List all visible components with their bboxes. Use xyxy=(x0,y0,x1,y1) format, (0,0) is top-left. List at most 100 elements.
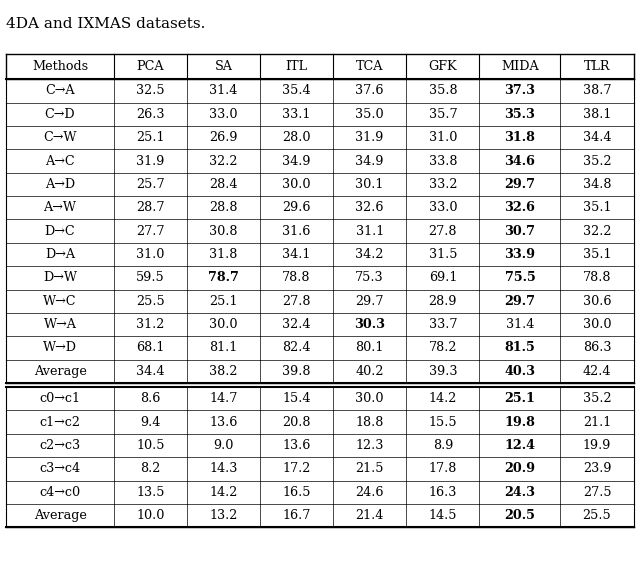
Text: 28.4: 28.4 xyxy=(209,178,237,191)
Text: 33.7: 33.7 xyxy=(429,318,457,331)
Text: 40.2: 40.2 xyxy=(355,365,384,378)
Text: 68.1: 68.1 xyxy=(136,341,164,355)
Text: TCA: TCA xyxy=(356,60,383,73)
Text: 12.4: 12.4 xyxy=(504,439,536,452)
Text: 35.8: 35.8 xyxy=(429,84,457,97)
Text: 17.8: 17.8 xyxy=(429,462,457,475)
Text: 31.0: 31.0 xyxy=(136,248,164,261)
Text: 20.9: 20.9 xyxy=(504,462,536,475)
Text: 27.8: 27.8 xyxy=(429,225,457,238)
Text: 25.1: 25.1 xyxy=(136,131,164,144)
Text: 9.0: 9.0 xyxy=(213,439,234,452)
Text: 24.6: 24.6 xyxy=(355,486,384,499)
Text: 18.8: 18.8 xyxy=(355,416,384,429)
Text: 38.2: 38.2 xyxy=(209,365,237,378)
Text: 31.0: 31.0 xyxy=(429,131,457,144)
Text: 30.3: 30.3 xyxy=(354,318,385,331)
Text: W→D: W→D xyxy=(43,341,77,355)
Text: A→C: A→C xyxy=(45,154,75,168)
Text: 39.3: 39.3 xyxy=(429,365,457,378)
Text: 33.0: 33.0 xyxy=(429,201,457,214)
Text: 31.5: 31.5 xyxy=(429,248,457,261)
Text: 14.2: 14.2 xyxy=(429,392,457,405)
Text: 31.6: 31.6 xyxy=(282,225,311,238)
Text: 28.0: 28.0 xyxy=(282,131,311,144)
Text: SA: SA xyxy=(214,60,232,73)
Text: 20.5: 20.5 xyxy=(504,509,536,522)
Text: c2→c3: c2→c3 xyxy=(40,439,81,452)
Text: D→C: D→C xyxy=(45,225,76,238)
Text: 16.3: 16.3 xyxy=(429,486,457,499)
Text: 82.4: 82.4 xyxy=(282,341,311,355)
Text: 15.4: 15.4 xyxy=(282,392,311,405)
Text: 13.5: 13.5 xyxy=(136,486,164,499)
Text: 13.2: 13.2 xyxy=(209,509,237,522)
Text: 35.0: 35.0 xyxy=(355,108,384,121)
Text: 35.2: 35.2 xyxy=(583,154,611,168)
Text: 78.8: 78.8 xyxy=(583,271,611,284)
Text: 16.5: 16.5 xyxy=(282,486,311,499)
Text: 34.2: 34.2 xyxy=(355,248,384,261)
Text: C→A: C→A xyxy=(45,84,75,97)
Text: 14.7: 14.7 xyxy=(209,392,237,405)
Text: c1→c2: c1→c2 xyxy=(40,416,81,429)
Text: W→C: W→C xyxy=(44,295,77,308)
Text: 31.1: 31.1 xyxy=(356,225,384,238)
Text: 27.8: 27.8 xyxy=(282,295,311,308)
Text: 75.5: 75.5 xyxy=(504,271,535,284)
Text: 14.2: 14.2 xyxy=(209,486,237,499)
Text: 37.6: 37.6 xyxy=(355,84,384,97)
Text: 75.3: 75.3 xyxy=(355,271,384,284)
Text: 4DA and IXMAS datasets.: 4DA and IXMAS datasets. xyxy=(6,17,206,31)
Text: 14.3: 14.3 xyxy=(209,462,237,475)
Text: 19.8: 19.8 xyxy=(504,416,536,429)
Text: 35.7: 35.7 xyxy=(429,108,457,121)
Text: 30.1: 30.1 xyxy=(355,178,384,191)
Text: 30.8: 30.8 xyxy=(209,225,237,238)
Text: 15.5: 15.5 xyxy=(429,416,457,429)
Text: 30.0: 30.0 xyxy=(282,178,311,191)
Text: 31.9: 31.9 xyxy=(355,131,384,144)
Text: 32.5: 32.5 xyxy=(136,84,164,97)
Text: 39.8: 39.8 xyxy=(282,365,311,378)
Text: 32.2: 32.2 xyxy=(209,154,237,168)
Text: W→A: W→A xyxy=(44,318,77,331)
Text: 30.7: 30.7 xyxy=(504,225,536,238)
Text: 17.2: 17.2 xyxy=(282,462,311,475)
Text: Average: Average xyxy=(34,509,86,522)
Text: Methods: Methods xyxy=(32,60,88,73)
Text: GFK: GFK xyxy=(429,60,457,73)
Text: C→W: C→W xyxy=(44,131,77,144)
Text: 9.4: 9.4 xyxy=(140,416,161,429)
Text: 14.5: 14.5 xyxy=(429,509,457,522)
Text: 13.6: 13.6 xyxy=(282,439,311,452)
Text: 16.7: 16.7 xyxy=(282,509,311,522)
Text: 31.4: 31.4 xyxy=(209,84,237,97)
Text: 34.4: 34.4 xyxy=(136,365,164,378)
Text: 33.2: 33.2 xyxy=(429,178,457,191)
Text: 38.1: 38.1 xyxy=(583,108,611,121)
Text: 8.9: 8.9 xyxy=(433,439,453,452)
Text: 81.5: 81.5 xyxy=(504,341,535,355)
Text: PCA: PCA xyxy=(136,60,164,73)
Text: 35.3: 35.3 xyxy=(504,108,536,121)
Text: c0→c1: c0→c1 xyxy=(40,392,81,405)
Text: 30.0: 30.0 xyxy=(583,318,611,331)
Text: 35.1: 35.1 xyxy=(583,201,611,214)
Text: D→A: D→A xyxy=(45,248,75,261)
Text: 10.5: 10.5 xyxy=(136,439,164,452)
Text: 34.9: 34.9 xyxy=(282,154,311,168)
Text: 28.8: 28.8 xyxy=(209,201,237,214)
Text: 31.2: 31.2 xyxy=(136,318,164,331)
Text: 34.6: 34.6 xyxy=(504,154,536,168)
Text: 33.1: 33.1 xyxy=(282,108,311,121)
Text: 28.7: 28.7 xyxy=(136,201,164,214)
Text: D→W: D→W xyxy=(43,271,77,284)
Text: 29.7: 29.7 xyxy=(504,295,536,308)
Text: Average: Average xyxy=(34,365,86,378)
Text: 32.4: 32.4 xyxy=(282,318,311,331)
Text: A→W: A→W xyxy=(44,201,77,214)
Text: 19.9: 19.9 xyxy=(583,439,611,452)
Text: 30.6: 30.6 xyxy=(583,295,611,308)
Text: C→D: C→D xyxy=(45,108,76,121)
